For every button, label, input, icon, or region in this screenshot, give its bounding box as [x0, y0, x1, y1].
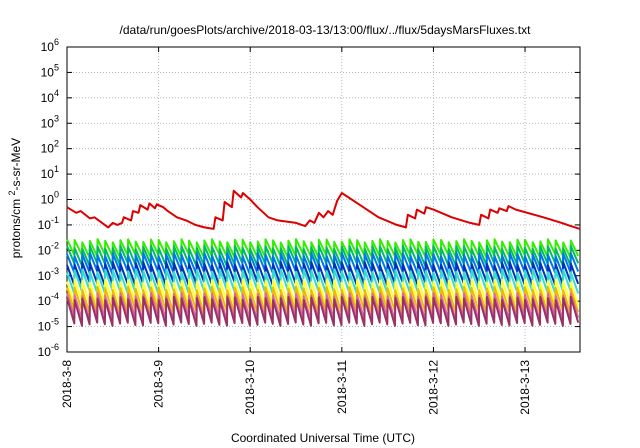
x-tick-label: 2018-3-8 [60, 360, 74, 408]
x-tick-label: 2018-3-13 [518, 360, 532, 415]
x-tick-label: 2018-3-12 [426, 360, 440, 415]
x-tick-label: 2018-3-10 [243, 360, 257, 415]
series-line [66, 261, 580, 287]
series-line [66, 292, 580, 322]
x-tick-label: 2018-3-9 [152, 360, 166, 408]
y-tick-label: 10-5 [38, 317, 59, 334]
y-tick-label: 10-3 [38, 266, 59, 283]
y-tick-label: 104 [41, 88, 59, 105]
x-tick-label: 2018-3-11 [335, 360, 349, 414]
series-lines [66, 189, 581, 327]
y-tick-label: 100 [41, 190, 59, 207]
y-tick-label: 10-2 [38, 240, 59, 257]
y-tick-label: 103 [41, 113, 59, 130]
series-line [66, 251, 580, 276]
y-axis-label-superscript: 2 [7, 190, 17, 195]
series-line [66, 189, 581, 230]
series-line [66, 295, 580, 327]
series-line [66, 278, 580, 307]
y-tick-label: 102 [41, 139, 59, 156]
series-line [66, 244, 580, 268]
series-line [66, 268, 580, 295]
series-line [66, 285, 580, 315]
x-axis-label: Coordinated Universal Time (UTC) [231, 431, 415, 445]
y-axis-label-text: protons/cm [9, 199, 23, 258]
y-tick-label: 106 [41, 37, 59, 54]
y-axis-label-rest: -s-sr-MeV [9, 138, 23, 191]
y-tick-label: 105 [41, 62, 59, 79]
y-tick-label: 101 [41, 164, 59, 181]
y-axis-label: protons/cm 2-s-sr-MeV [7, 138, 23, 258]
x-axis-ticks: 2018-3-8 2018-3-9 2018-3-10 2018-3-11 2018-3… [60, 47, 532, 415]
y-tick-label: 10-4 [38, 291, 59, 308]
series-line [66, 238, 580, 259]
y-tick-label: 10-6 [38, 342, 59, 359]
chart-title: /data/run/goesPlots/archive/2018-03-13/1… [120, 23, 532, 37]
y-tick-label: 10-1 [38, 215, 59, 232]
